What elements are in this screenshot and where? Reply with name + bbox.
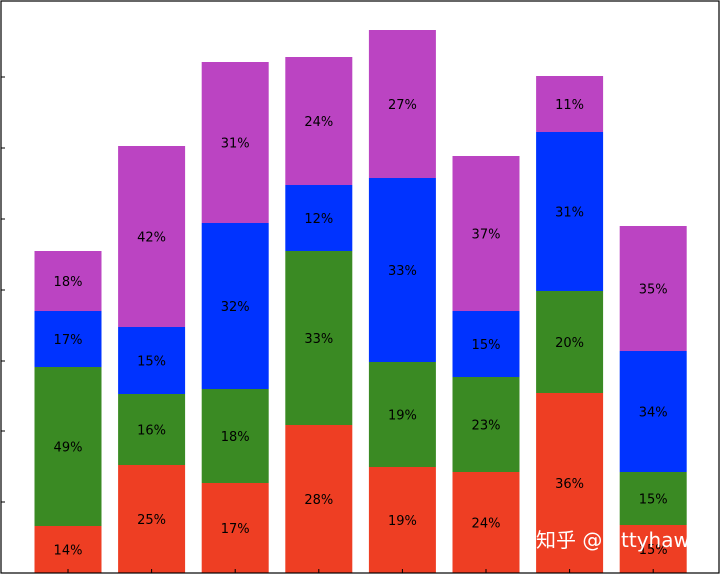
segment-label-2-series-4: 42%	[137, 231, 166, 246]
bar-segment-5-series-3	[368, 178, 436, 362]
bar-segment-6-series-3	[452, 311, 520, 377]
bar-segment-8-series-2	[619, 472, 687, 525]
segment-label-6-series-1: 24%	[472, 517, 501, 532]
bar-segment-7-series-3	[536, 132, 604, 291]
segment-label-7-series-2: 20%	[555, 336, 584, 351]
segment-label-4-series-3: 12%	[304, 212, 333, 227]
bar-segment-7-series-2	[536, 291, 604, 393]
segment-labels-group: 14% 49% 17% 18% 25% 16% 15% 42% 17% 18% 32% 31% 28% 3…	[54, 98, 668, 559]
bar-segment-6-series-1	[452, 472, 520, 573]
bar-segment-7-series-4	[536, 76, 604, 132]
segment-label-2-series-3: 15%	[137, 355, 166, 370]
segment-label-4-series-1: 28%	[304, 493, 333, 508]
bar-segment-3-series-4	[201, 62, 269, 223]
segment-label-8-series-4: 35%	[639, 283, 668, 298]
segment-label-5-series-3: 33%	[388, 264, 417, 279]
segment-label-4-series-2: 33%	[304, 332, 333, 347]
bar-segment-8-series-4	[619, 226, 687, 351]
bar-segment-2-series-1	[118, 465, 186, 573]
bar-segment-4-series-2	[285, 251, 353, 425]
bar-segment-3-series-1	[201, 483, 269, 573]
bar-segment-1-series-1	[34, 526, 102, 573]
segment-label-3-series-4: 31%	[221, 137, 250, 152]
bar-segment-6-series-4	[452, 156, 520, 311]
bar-segment-2-series-2	[118, 394, 186, 465]
bar-segment-5-series-2	[368, 362, 436, 467]
bar-segment-5-series-4	[368, 30, 436, 178]
segment-label-4-series-4: 24%	[304, 115, 333, 130]
segment-label-8-series-2: 15%	[639, 493, 668, 508]
bar-segment-3-series-2	[201, 389, 269, 483]
segment-label-1-series-3: 17%	[54, 333, 83, 348]
segment-label-1-series-1: 14%	[54, 544, 83, 559]
segment-label-3-series-1: 17%	[221, 522, 250, 537]
segment-label-7-series-4: 11%	[555, 98, 584, 113]
bar-segment-6-series-2	[452, 377, 520, 472]
segment-label-6-series-2: 23%	[472, 419, 501, 434]
segment-label-6-series-4: 37%	[472, 228, 501, 243]
bar-segment-3-series-3	[201, 223, 269, 389]
segment-label-5-series-2: 19%	[388, 409, 417, 424]
segment-label-7-series-1: 36%	[555, 477, 584, 492]
bar-segment-2-series-4	[118, 146, 186, 327]
bar-segment-1-series-3	[34, 311, 102, 367]
segment-label-2-series-2: 16%	[137, 424, 166, 439]
axis-ticks-group	[1, 76, 654, 573]
bar-segment-4-series-3	[285, 185, 353, 251]
segment-label-3-series-2: 18%	[221, 430, 250, 445]
segment-label-8-series-1: 15%	[639, 543, 668, 558]
segment-label-5-series-4: 27%	[388, 98, 417, 113]
segment-label-1-series-2: 49%	[54, 441, 83, 456]
bar-segment-7-series-1	[536, 393, 604, 573]
bars-group	[34, 30, 687, 573]
segment-label-2-series-1: 25%	[137, 513, 166, 528]
segment-label-7-series-3: 31%	[555, 206, 584, 221]
segment-label-1-series-4: 18%	[54, 275, 83, 290]
segment-label-6-series-3: 15%	[472, 338, 501, 353]
segment-label-3-series-3: 32%	[221, 300, 250, 315]
segment-label-5-series-1: 19%	[388, 514, 417, 529]
bar-segment-1-series-2	[34, 367, 102, 526]
segment-label-8-series-3: 34%	[639, 406, 668, 421]
watermark: 知乎 @Kittyhawk	[536, 528, 702, 552]
bar-segment-4-series-4	[285, 57, 353, 185]
bar-segment-1-series-4	[34, 251, 102, 311]
bar-segment-4-series-1	[285, 425, 353, 573]
bar-segment-8-series-3	[619, 351, 687, 472]
bar-segment-2-series-3	[118, 327, 186, 394]
bar-segment-8-series-1	[619, 525, 687, 573]
bar-segment-5-series-1	[368, 467, 436, 573]
